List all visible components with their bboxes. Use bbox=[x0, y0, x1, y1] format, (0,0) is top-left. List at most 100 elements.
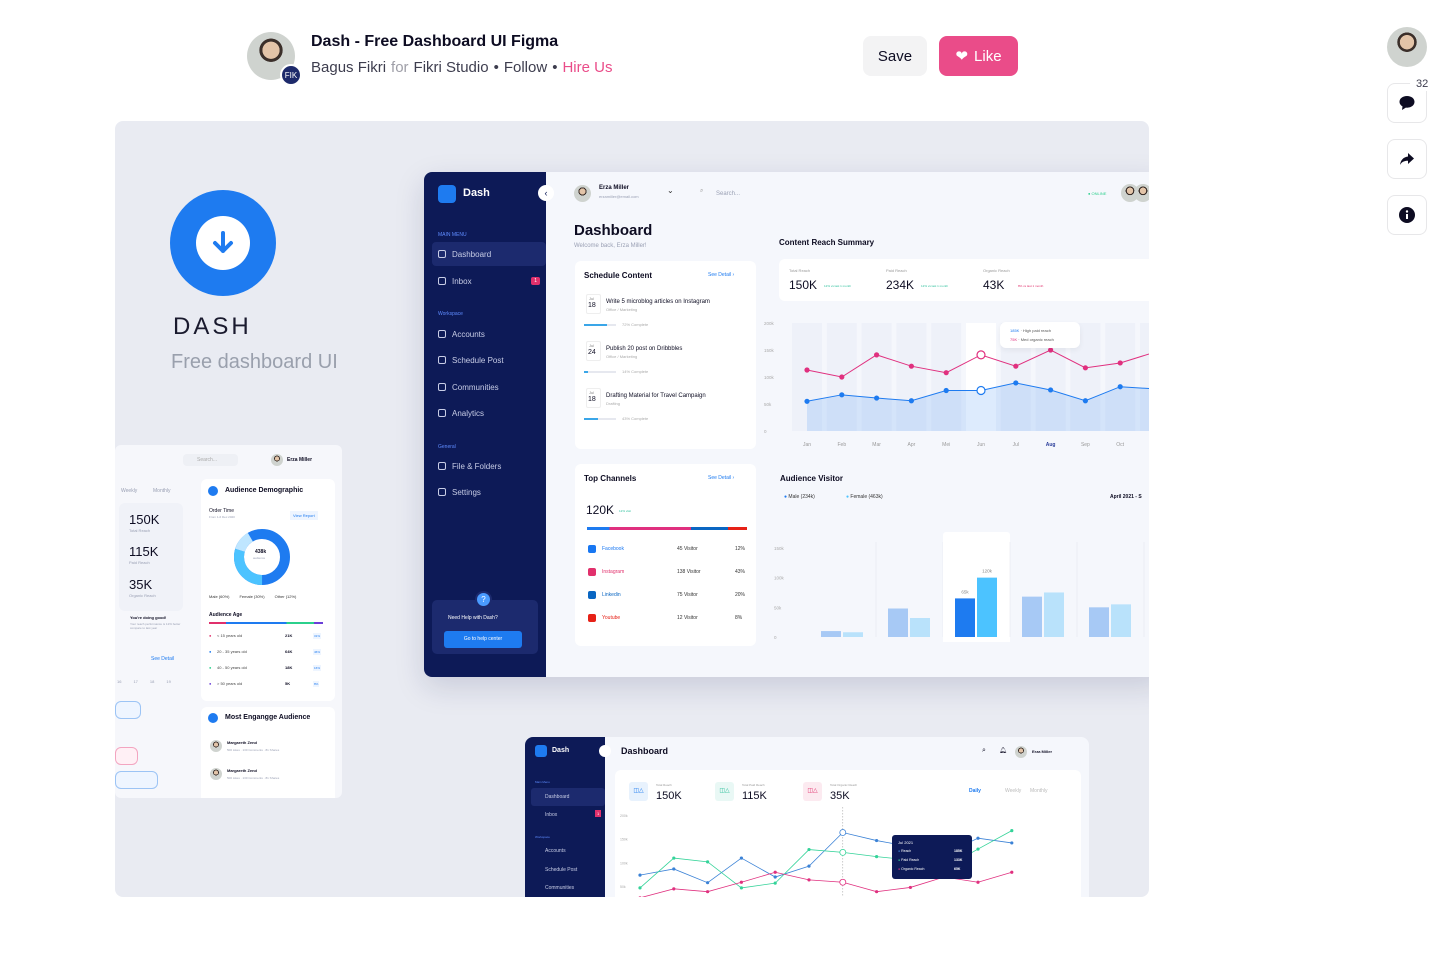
age-dot: ● bbox=[209, 665, 212, 670]
menu-icon bbox=[438, 383, 446, 391]
chevron-down-icon[interactable]: ⌄ bbox=[667, 186, 674, 195]
shot-preview[interactable]: DASH Free dashboard UI Search... Erza Mi… bbox=[115, 121, 1149, 897]
progress-fill bbox=[584, 418, 598, 420]
x-tick-label: Jan bbox=[803, 442, 811, 448]
data-point bbox=[976, 350, 986, 360]
channel-visitors: 45 Visitor bbox=[677, 546, 698, 552]
search-icon[interactable]: ⌕ bbox=[982, 747, 986, 754]
y-tick-label: 200k bbox=[764, 321, 775, 326]
stat-label: Total Reach bbox=[656, 783, 672, 787]
menu-icon bbox=[438, 277, 446, 285]
sidebar-item-accounts[interactable]: Accounts bbox=[432, 322, 546, 346]
sidebar-item-analytics[interactable]: Analytics bbox=[432, 401, 546, 425]
stat-icon: ◫△ bbox=[715, 782, 734, 801]
audience-visitor-chart: 050k100k150kApr 21May 2165k120kJun 21Jul… bbox=[774, 532, 1145, 642]
dot: • bbox=[552, 59, 558, 76]
channel-name[interactable]: Linkedin bbox=[602, 592, 621, 598]
tab-monthly[interactable]: Monthly bbox=[153, 488, 171, 494]
menu-label: Analytics bbox=[452, 408, 485, 418]
bottom-menu-schedule[interactable]: Schedule Post bbox=[545, 867, 578, 873]
sidebar-item-dashboard[interactable]: Dashboard bbox=[432, 242, 546, 266]
schedule-title: Schedule Content bbox=[584, 271, 653, 280]
brand-tagline: Free dashboard UI bbox=[171, 351, 338, 373]
legend-male: ● Male (234k) bbox=[784, 494, 815, 500]
tab-weekly[interactable]: Weekly bbox=[121, 488, 138, 494]
channel-name[interactable]: Youtube bbox=[602, 615, 621, 621]
bottom-menu-dashboard[interactable]: Dashboard bbox=[545, 794, 570, 800]
channel-name[interactable]: Facebook bbox=[602, 546, 624, 552]
stat-value: 35K bbox=[830, 790, 850, 802]
view-report-button[interactable]: View Report bbox=[290, 511, 318, 520]
data-point bbox=[1010, 870, 1014, 874]
task-title[interactable]: Publish 20 post on Dribbbles bbox=[606, 346, 683, 352]
audience-title: Audience Visitor bbox=[780, 474, 843, 483]
bottom-menu-communities[interactable]: Communities bbox=[545, 885, 575, 891]
user-avatar[interactable] bbox=[574, 185, 591, 202]
hire-us-link[interactable]: Hire Us bbox=[562, 59, 613, 76]
donut-female bbox=[234, 529, 290, 585]
team-link[interactable]: Fikri Studio bbox=[413, 59, 489, 76]
info-icon bbox=[1399, 207, 1415, 223]
progress-label: 14% Complete bbox=[622, 369, 649, 374]
sidebar-item-communities[interactable]: Communities bbox=[432, 375, 546, 399]
channels-see-detail[interactable]: See Detail › bbox=[708, 475, 735, 481]
tab-weekly[interactable]: Weekly bbox=[1005, 788, 1022, 794]
see-detail-link[interactable]: See Detail bbox=[151, 656, 175, 662]
data-point bbox=[976, 880, 980, 884]
bottom-menu-inbox[interactable]: Inbox bbox=[545, 812, 558, 818]
tab-daily[interactable]: Daily bbox=[969, 788, 981, 794]
task-tag: Office / Marketing bbox=[606, 307, 638, 312]
channel-name[interactable]: Instagram bbox=[602, 569, 625, 575]
bell-icon[interactable]: 🔔︎ bbox=[999, 748, 1007, 754]
data-point bbox=[839, 878, 847, 886]
reach-stats bbox=[779, 259, 1149, 301]
person-name: Margareth Zend bbox=[227, 740, 258, 745]
stat-label: Total Reach bbox=[129, 528, 151, 533]
data-point bbox=[807, 878, 811, 882]
data-point bbox=[976, 836, 980, 840]
team-badge[interactable]: FIK bbox=[280, 64, 302, 86]
bottom-mockup: Dash Main Menu Workspace Dashboard Inbox… bbox=[525, 737, 1089, 897]
author-link[interactable]: Bagus Fikri bbox=[311, 59, 387, 76]
data-point bbox=[1010, 841, 1014, 845]
bar bbox=[1022, 596, 1042, 637]
follow-link[interactable]: Follow bbox=[503, 59, 548, 76]
data-point bbox=[1048, 347, 1054, 353]
legend-female: ● Female (463k) bbox=[846, 494, 883, 500]
doing-good-sub: Your reach performance is 12% better com… bbox=[130, 622, 181, 630]
menu-icon bbox=[438, 409, 446, 417]
column-band bbox=[931, 323, 962, 431]
left-search[interactable]: Search... bbox=[183, 454, 238, 466]
bar bbox=[1044, 592, 1064, 637]
info-button[interactable] bbox=[1387, 195, 1427, 235]
search-input[interactable]: Search... bbox=[716, 191, 741, 197]
tab-monthly[interactable]: Monthly bbox=[1030, 788, 1048, 794]
sidebar-item-file-folders[interactable]: File & Folders bbox=[432, 454, 546, 478]
collapse-button[interactable]: ‹ bbox=[538, 185, 554, 201]
donut-legend: Male (60%) Female (30%) Other (12%) bbox=[209, 594, 297, 599]
data-point bbox=[839, 374, 845, 380]
share-button[interactable] bbox=[1387, 139, 1427, 179]
menu-label: File & Folders bbox=[452, 461, 502, 471]
sidebar-item-settings[interactable]: Settings bbox=[432, 480, 546, 504]
like-button[interactable]: ❤ Like bbox=[939, 36, 1018, 76]
task-title[interactable]: Write 5 microblog articles on Instagram bbox=[606, 299, 710, 305]
sidebar-item-schedule-post[interactable]: Schedule Post bbox=[432, 348, 546, 372]
date-month: Jul bbox=[589, 343, 595, 348]
sidebar-item-inbox[interactable]: Inbox 1 bbox=[432, 269, 546, 293]
tooltip-value: 65K bbox=[954, 867, 961, 871]
date-range[interactable]: April 2021 - S bbox=[1110, 494, 1142, 500]
task-title[interactable]: Drafting Material for Travel Campaign bbox=[606, 393, 706, 399]
author-avatar-small[interactable] bbox=[1387, 27, 1427, 67]
data-point bbox=[804, 367, 810, 373]
bar bbox=[821, 631, 841, 637]
brand-name: DASH bbox=[173, 313, 252, 340]
y-tick-label: 50k bbox=[620, 885, 626, 889]
schedule-see-detail[interactable]: See Detail › bbox=[708, 272, 735, 278]
help-center-button[interactable]: Go to help center bbox=[444, 631, 522, 648]
save-button[interactable]: Save bbox=[863, 36, 927, 76]
user-avatar[interactable] bbox=[1015, 746, 1027, 758]
bar bbox=[888, 608, 908, 637]
collapse-button[interactable] bbox=[599, 745, 611, 757]
bottom-menu-accounts[interactable]: Accounts bbox=[545, 848, 566, 854]
